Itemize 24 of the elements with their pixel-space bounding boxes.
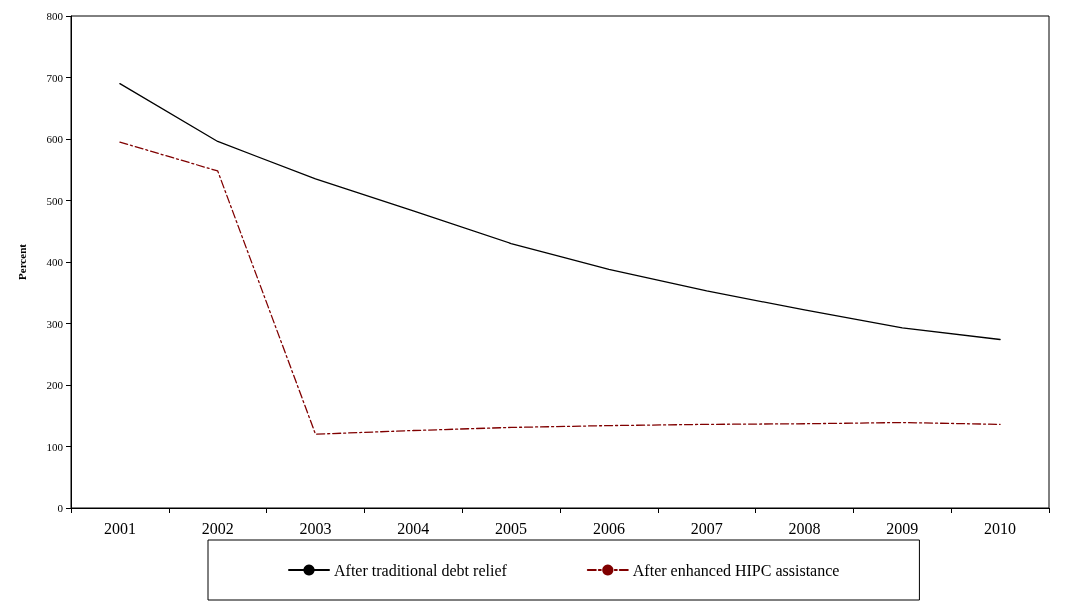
y-tick-label: 700 [46, 71, 64, 84]
y-tick-label: 800 [46, 10, 64, 22]
y-tick-label: 600 [46, 133, 64, 145]
y-tick-label: 200 [46, 379, 64, 391]
y-tick-label: 500 [46, 194, 64, 207]
x-tick-label: 2002 [201, 519, 234, 537]
x-tick-label: 2008 [788, 519, 821, 537]
y-tick-label: 0 [57, 502, 64, 514]
y-tick-label: 300 [46, 317, 64, 330]
legend-label: After enhanced HIPC assistance [632, 561, 840, 579]
line-series [119, 141, 1001, 435]
line-series [119, 83, 1001, 341]
x-tick-label: 2009 [886, 519, 919, 537]
y-tick-label: 100 [46, 440, 64, 453]
x-tick-label: 2006 [592, 519, 625, 537]
x-tick-label: 2007 [690, 519, 723, 537]
x-tick-label: 2010 [984, 519, 1017, 537]
legend-label: After traditional debt relief [334, 561, 508, 579]
x-tick-label: 2001 [103, 519, 136, 537]
x-tick-label: 2005 [495, 519, 528, 537]
x-tick-label: 2003 [299, 519, 332, 537]
y-tick-label: 400 [46, 256, 64, 268]
x-tick-label: 2004 [397, 519, 430, 537]
y-axis-title: Percent [15, 243, 28, 280]
